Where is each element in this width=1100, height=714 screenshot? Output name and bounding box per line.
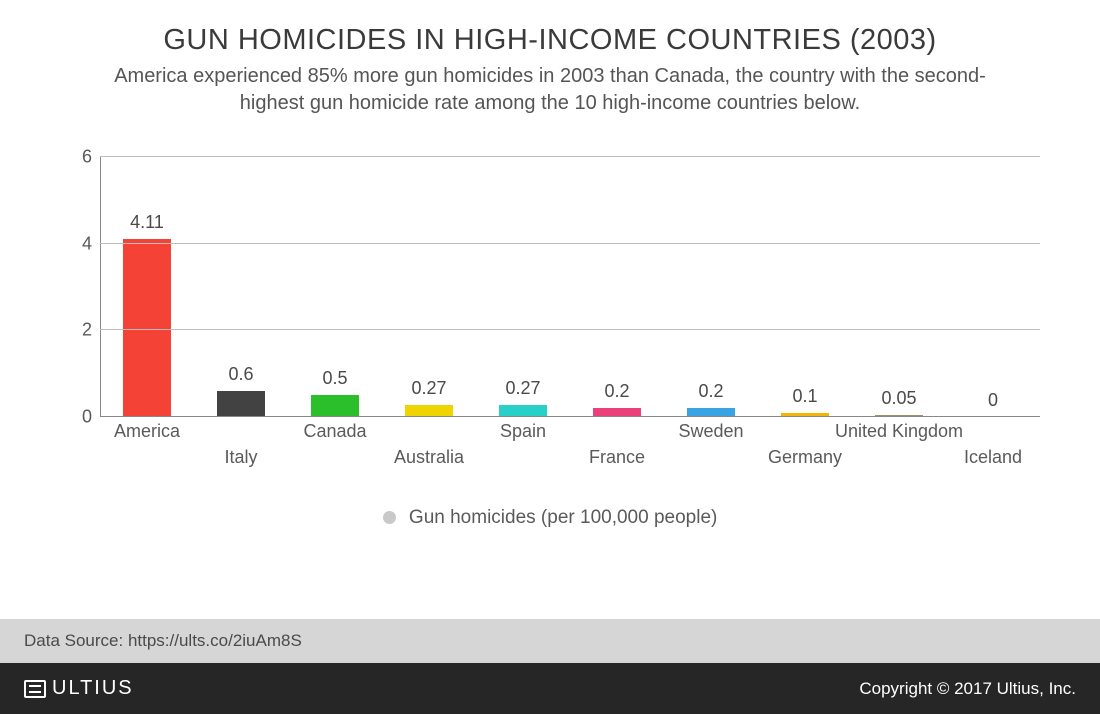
bar-slot: 0.6 [194,157,288,417]
gridline [100,243,1040,244]
y-tick-label: 4 [82,233,92,254]
brand-name: ULTIUS [52,677,134,700]
bar-value-label: 0.2 [698,381,723,402]
bars-container: 4.11 0.6 0.5 0.27 0.27 0.2 0.2 0.1 0.05 0 [100,157,1040,417]
bar-slot: 0.2 [664,157,758,417]
infographic-container: GUN HOMICIDES IN HIGH-INCOME COUNTRIES (… [0,0,1100,714]
x-axis-label: America [114,421,180,442]
bar-value-label: 0.6 [228,364,253,385]
brand-logo-icon [24,680,46,698]
x-axis-label: Germany [768,447,842,468]
bar-slot: 0 [946,157,1040,417]
x-axis-label: Italy [224,447,257,468]
chart-subtitle: America experienced 85% more gun homicid… [90,63,1010,117]
x-label-slot: Sweden [664,417,758,487]
y-tick-label: 2 [82,320,92,341]
bar-slot: 0.5 [288,157,382,417]
bar: 0.5 [311,395,359,417]
chart-title: GUN HOMICIDES IN HIGH-INCOME COUNTRIES (… [60,24,1040,57]
header: GUN HOMICIDES IN HIGH-INCOME COUNTRIES (… [0,0,1100,127]
y-tick-label: 6 [82,147,92,168]
x-label-slot: Italy [194,417,288,487]
x-axis-labels: America Italy Canada Australia Spain France Sw… [100,417,1040,487]
x-label-slot: United Kingdom [852,417,946,487]
y-tick-label: 0 [82,407,92,428]
x-label-slot: America [100,417,194,487]
bar-slot: 0.2 [570,157,664,417]
x-axis-label: Canada [303,421,366,442]
x-label-slot: Spain [476,417,570,487]
x-axis-label: Australia [394,447,464,468]
bar-value-label: 0.5 [322,368,347,389]
bar-value-label: 0 [988,390,998,411]
bar-value-label: 0.05 [881,388,916,409]
bar-slot: 0.1 [758,157,852,417]
bar-value-label: 0.27 [411,378,446,399]
gridline [100,156,1040,157]
legend-dot-icon [383,511,396,524]
chart-wrap: 0 2 4 6 4.11 0.6 0.5 0.27 0.27 0.2 0.2 0.1 0.05 0 Am… [0,127,1100,619]
bar-value-label: 0.27 [505,378,540,399]
bar-slot: 0.05 [852,157,946,417]
legend-label: Gun homicides (per 100,000 people) [409,507,717,528]
footer-bar: ULTIUS Copyright © 2017 Ultius, Inc. [0,663,1100,714]
legend: Gun homicides (per 100,000 people) [40,487,1060,559]
bar: 4.11 [123,239,171,417]
y-axis: 0246 [60,157,100,417]
bar-slot: 0.27 [382,157,476,417]
bar-slot: 4.11 [100,157,194,417]
x-axis-label: Iceland [964,447,1022,468]
x-label-slot: Canada [288,417,382,487]
source-label: Data Source: https://ults.co/2iuAm8S [24,631,302,650]
source-bar: Data Source: https://ults.co/2iuAm8S [0,619,1100,663]
x-axis-label: France [589,447,645,468]
bar-value-label: 4.11 [130,212,164,233]
x-label-slot: Iceland [946,417,1040,487]
x-axis-label: Spain [500,421,546,442]
x-axis-label: United Kingdom [835,421,963,442]
copyright-text: Copyright © 2017 Ultius, Inc. [859,679,1076,699]
x-axis-label: Sweden [678,421,743,442]
bar-slot: 0.27 [476,157,570,417]
x-label-slot: Australia [382,417,476,487]
bar: 0.6 [217,391,265,417]
bar-value-label: 0.2 [604,381,629,402]
brand-logo: ULTIUS [24,677,134,700]
chart-area: 0246 4.110.60.50.270.270.20.20.10.050 [100,157,1040,417]
gridline [100,329,1040,330]
bar-value-label: 0.1 [792,386,817,407]
x-label-slot: France [570,417,664,487]
